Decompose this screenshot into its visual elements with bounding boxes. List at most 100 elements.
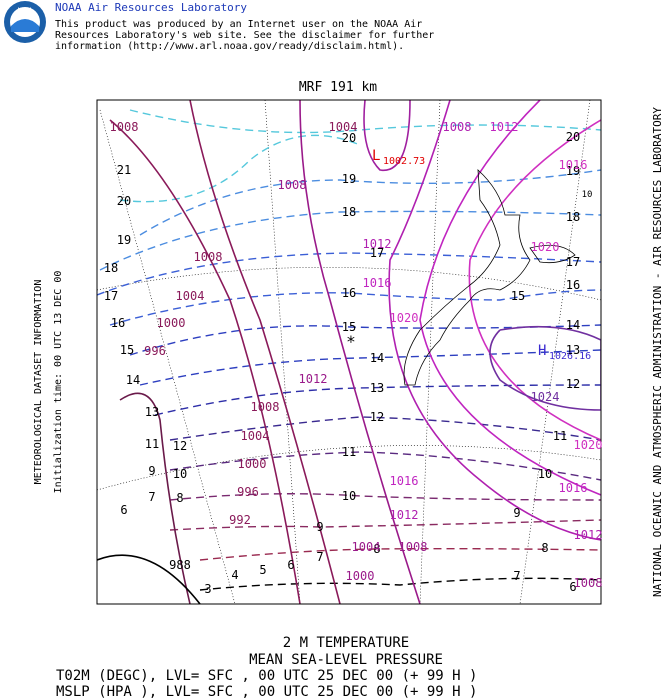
temperature-label: 16 — [342, 286, 356, 300]
center-letter: L — [372, 148, 380, 164]
pressure-label: 1004 — [352, 540, 381, 554]
temperature-label: 15 — [511, 289, 525, 303]
temperature-label: 14 — [370, 351, 384, 365]
right-info: NATIONAL OCEANIC AND ATMOSPHERIC ADMINIS… — [651, 107, 662, 597]
temperature-label: 6 — [287, 558, 294, 572]
pressure-label: 1000 — [346, 569, 375, 583]
disclaimer: This product was produced by an Internet… — [55, 19, 422, 30]
disclaimer: Resources Laboratory's web site. See the… — [55, 30, 434, 41]
init-time: Initialization time: 00 UTC 13 DEC 00 — [53, 271, 64, 494]
temperature-label: 18 — [104, 261, 118, 275]
temperature-label: 16 — [111, 316, 125, 330]
temperature-label: 11 — [553, 429, 567, 443]
pressure-label: 992 — [229, 513, 251, 527]
pressure-label: 1020 — [574, 438, 603, 452]
pressure-label: 1008 — [110, 120, 139, 134]
pressure-label: 1008 — [251, 400, 280, 414]
temperature-label: 4 — [231, 568, 238, 582]
pressure-label: 1004 — [176, 289, 205, 303]
temperature-label: 10 — [538, 467, 552, 481]
temperature-label: 12 — [370, 410, 384, 424]
logo-text: NOAA — [18, 7, 33, 14]
temperature-label: 10 — [342, 489, 356, 503]
temperature-label: 7 — [316, 550, 323, 564]
pressure-label: 1008 — [399, 540, 428, 554]
pressure-label: 1000 — [238, 457, 267, 471]
temperature-label: 15 — [342, 320, 356, 334]
temperature-label: 7 — [513, 569, 520, 583]
temperature-label: 8 — [373, 542, 380, 556]
temperature-label: 12 — [173, 439, 187, 453]
marker: * — [346, 332, 356, 351]
pressure-label: 988 — [169, 558, 191, 572]
center-value: 1026.16 — [549, 351, 591, 362]
pressure-label: 1000 — [157, 316, 186, 330]
pressure-label: 1008 — [194, 250, 223, 264]
temperature-label: 5 — [259, 563, 266, 577]
pressure-label: 1008 — [443, 120, 472, 134]
temperature-label: 8 — [541, 541, 548, 555]
pressure-label: 1012 — [490, 120, 519, 134]
temperature-label: 16 — [566, 278, 580, 292]
temperature-label: 6 — [120, 503, 127, 517]
pressure-label: 1004 — [329, 120, 358, 134]
center-letter: H — [538, 343, 546, 359]
temperature-label: 18 — [566, 210, 580, 224]
temperature-label: 10 — [173, 467, 187, 481]
temperature-label: 12 — [566, 377, 580, 391]
temperature-label: 10 — [582, 190, 593, 200]
logo-wave — [11, 19, 39, 32]
temperature-label: 9 — [513, 506, 520, 520]
temperature-label: 11 — [145, 437, 159, 451]
pressure-label: 1004 — [241, 429, 270, 443]
temperature-label: 20 — [342, 131, 356, 145]
temperature-label: 21 — [117, 163, 131, 177]
temperature-label: 17 — [370, 246, 384, 260]
pressure-label: 1012 — [574, 528, 603, 542]
footer-line: MSLP (HPA ), LVL= SFC , 00 UTC 25 DEC 00… — [56, 684, 477, 699]
disclaimer: information (http://www.arl.noaa.gov/rea… — [55, 41, 404, 52]
left-info: METEOROLOGICAL DATASET INFORMATION — [33, 280, 44, 485]
coastline — [403, 169, 531, 386]
contours — [97, 100, 601, 604]
temperature-label: 13 — [370, 381, 384, 395]
footer-line: 2 M TEMPERATURE — [283, 635, 409, 651]
temperature-label: 8 — [176, 491, 183, 505]
pressure-label: 1008 — [278, 178, 307, 192]
temperature-label: 17 — [104, 289, 118, 303]
pressure-label: 1008 — [574, 576, 603, 590]
pressure-label: 1024 — [531, 390, 560, 404]
header-title: NOAA Air Resources Laboratory — [55, 1, 247, 14]
pressure-label: 1012 — [390, 508, 419, 522]
map-frame — [96, 99, 602, 605]
temperature-label: 15 — [120, 343, 134, 357]
pressure-label: 1020 — [390, 311, 419, 325]
pressure-label: 1016 — [559, 158, 588, 172]
temperature-label: 18 — [342, 205, 356, 219]
temperature-label: 14 — [566, 318, 580, 332]
temperature-label: 3 — [204, 582, 211, 596]
pressure-label: 1016 — [559, 481, 588, 495]
temperature-label: 19 — [342, 172, 356, 186]
map: * 20 19 18 17 16 15 14 13 12 11 10 9 8 7 20 19 18 17 16 15 1… — [96, 99, 603, 605]
center-value: 1002.73 — [383, 156, 425, 167]
footer-line: MEAN SEA-LEVEL PRESSURE — [249, 652, 443, 668]
footer-line: T02M (DEGC), LVL= SFC , 00 UTC 25 DEC 00… — [56, 668, 477, 684]
pressure-label: 1020 — [531, 240, 560, 254]
temperature-label: 6 — [569, 580, 576, 594]
map-title: MRF 191 km — [299, 80, 377, 95]
temperature-label: 19 — [566, 164, 580, 178]
temperature-label: 11 — [342, 445, 356, 459]
pressure-label: 1016 — [390, 474, 419, 488]
pressure-label: 1012 — [363, 237, 392, 251]
temperature-label: 14 — [126, 373, 140, 387]
temperature-contours — [97, 109, 601, 591]
temperature-label: 20 — [117, 194, 131, 208]
temperature-label: 13 — [566, 343, 580, 357]
temperature-label: 17 — [566, 255, 580, 269]
temperature-label: 9 — [148, 464, 155, 478]
pressure-label: 1012 — [299, 372, 328, 386]
island — [529, 244, 576, 264]
